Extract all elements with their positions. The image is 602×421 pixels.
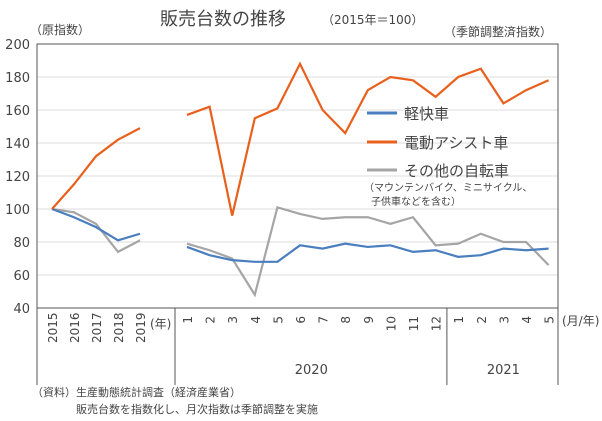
y-tick-label: 60 [13, 269, 30, 284]
source-note-2: 販売台数を指数化し、月次指数は季節調整を実施 [32, 402, 318, 416]
series-line-monthly [186, 242, 549, 263]
chart-title: 販売台数の推移 [160, 9, 286, 30]
x-tick-label-month: 5 [271, 316, 285, 324]
series-line-annual [51, 207, 141, 242]
series-line-annual [51, 207, 141, 254]
source-note-1: （資料）生産動態統計調査（経済産業省） [32, 385, 241, 399]
x-tick-label-year: 2017 [90, 312, 104, 343]
series-line-annual [51, 127, 141, 210]
x-tick-label-year: 2019 [134, 312, 148, 343]
x-tick-label-month: 3 [226, 316, 240, 324]
y-tick-label: 40 [13, 302, 30, 317]
x-unit-month: (月/年) [562, 314, 599, 328]
left-axis-note: （原指数） [30, 22, 90, 37]
x-tick-label-month: 11 [407, 316, 421, 331]
y-tick-label: 160 [5, 104, 30, 119]
series-line-monthly [186, 61, 550, 216]
x-tick-label-month: 8 [339, 316, 353, 324]
x-tick-label-month: 4 [249, 316, 263, 324]
legend-note: （マウンテンバイク、ミニサイクル、 [364, 182, 532, 194]
x-tick-label-month: 1 [181, 316, 195, 324]
y-tick-label: 100 [5, 203, 30, 218]
y-tick-label: 140 [5, 137, 30, 152]
plot-frame [36, 43, 559, 309]
x-tick-label-month: 6 [294, 316, 308, 324]
x-tick-label-year: 2018 [112, 312, 126, 343]
x-tick-label-month: 3 [497, 316, 511, 324]
series-line-monthly [186, 205, 550, 298]
x-tick-label-month: 9 [362, 316, 376, 324]
right-axis-note: （季節調整済指数） [444, 24, 552, 39]
chart-subtitle: （2015年＝100） [322, 13, 423, 27]
legend-label: その他の自転車 [404, 162, 509, 180]
x-tick-label-month: 10 [384, 316, 398, 331]
y-tick-label: 80 [13, 236, 30, 251]
x-tick-label-month: 1 [452, 316, 466, 324]
x-unit-year: (年) [150, 317, 171, 331]
x-tick-label-year: 2015 [46, 312, 60, 343]
x-tick-label-year: 2016 [68, 312, 82, 343]
x-tick-label-month: 4 [520, 316, 534, 324]
x-tick-label-month: 7 [317, 316, 331, 324]
y-tick-label: 180 [5, 71, 30, 86]
x-group-label: 2021 [487, 363, 520, 378]
x-tick-label-month: 2 [475, 316, 489, 324]
x-tick-label-month: 12 [430, 316, 444, 331]
y-tick-label: 120 [5, 170, 30, 185]
y-tick-label: 200 [5, 38, 30, 53]
x-group-label: 2020 [295, 363, 328, 378]
legend-label: 電動アシスト車 [404, 134, 508, 152]
x-tick-label-month: 2 [204, 316, 218, 324]
legend-label: 軽快車 [404, 105, 449, 123]
legend-note: 子供車などを含む） [371, 195, 461, 208]
x-tick-label-month: 5 [543, 316, 557, 324]
